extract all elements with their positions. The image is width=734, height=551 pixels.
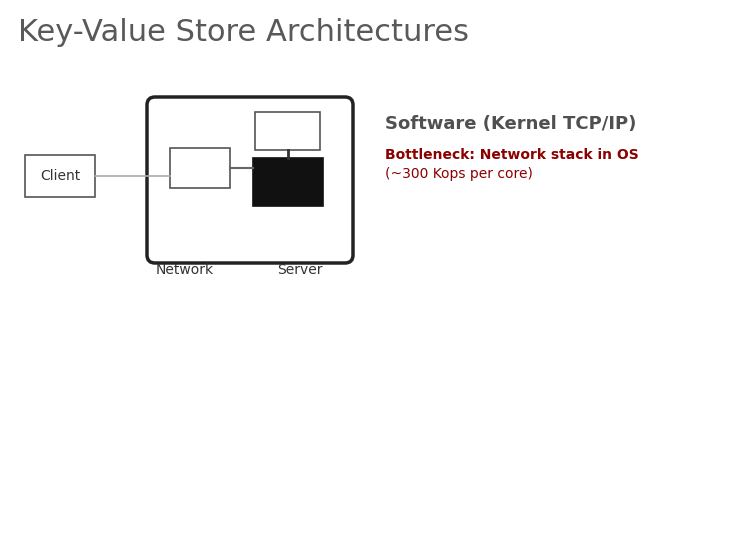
- Text: Client: Client: [40, 169, 80, 183]
- Text: Software (Kernel TCP/IP): Software (Kernel TCP/IP): [385, 115, 636, 133]
- Text: Server: Server: [277, 263, 323, 277]
- FancyBboxPatch shape: [255, 112, 320, 150]
- Text: (~300 Kops per core): (~300 Kops per core): [385, 167, 533, 181]
- FancyBboxPatch shape: [25, 155, 95, 197]
- FancyBboxPatch shape: [170, 148, 230, 188]
- FancyBboxPatch shape: [147, 97, 353, 263]
- FancyBboxPatch shape: [253, 158, 323, 206]
- Text: NIC: NIC: [188, 161, 212, 175]
- Text: CPU: CPU: [272, 175, 304, 189]
- Text: Network: Network: [156, 263, 214, 277]
- Text: Mem: Mem: [271, 124, 305, 138]
- Text: Bottleneck: Network stack in OS: Bottleneck: Network stack in OS: [385, 148, 639, 162]
- Text: Key-Value Store Architectures: Key-Value Store Architectures: [18, 18, 469, 47]
